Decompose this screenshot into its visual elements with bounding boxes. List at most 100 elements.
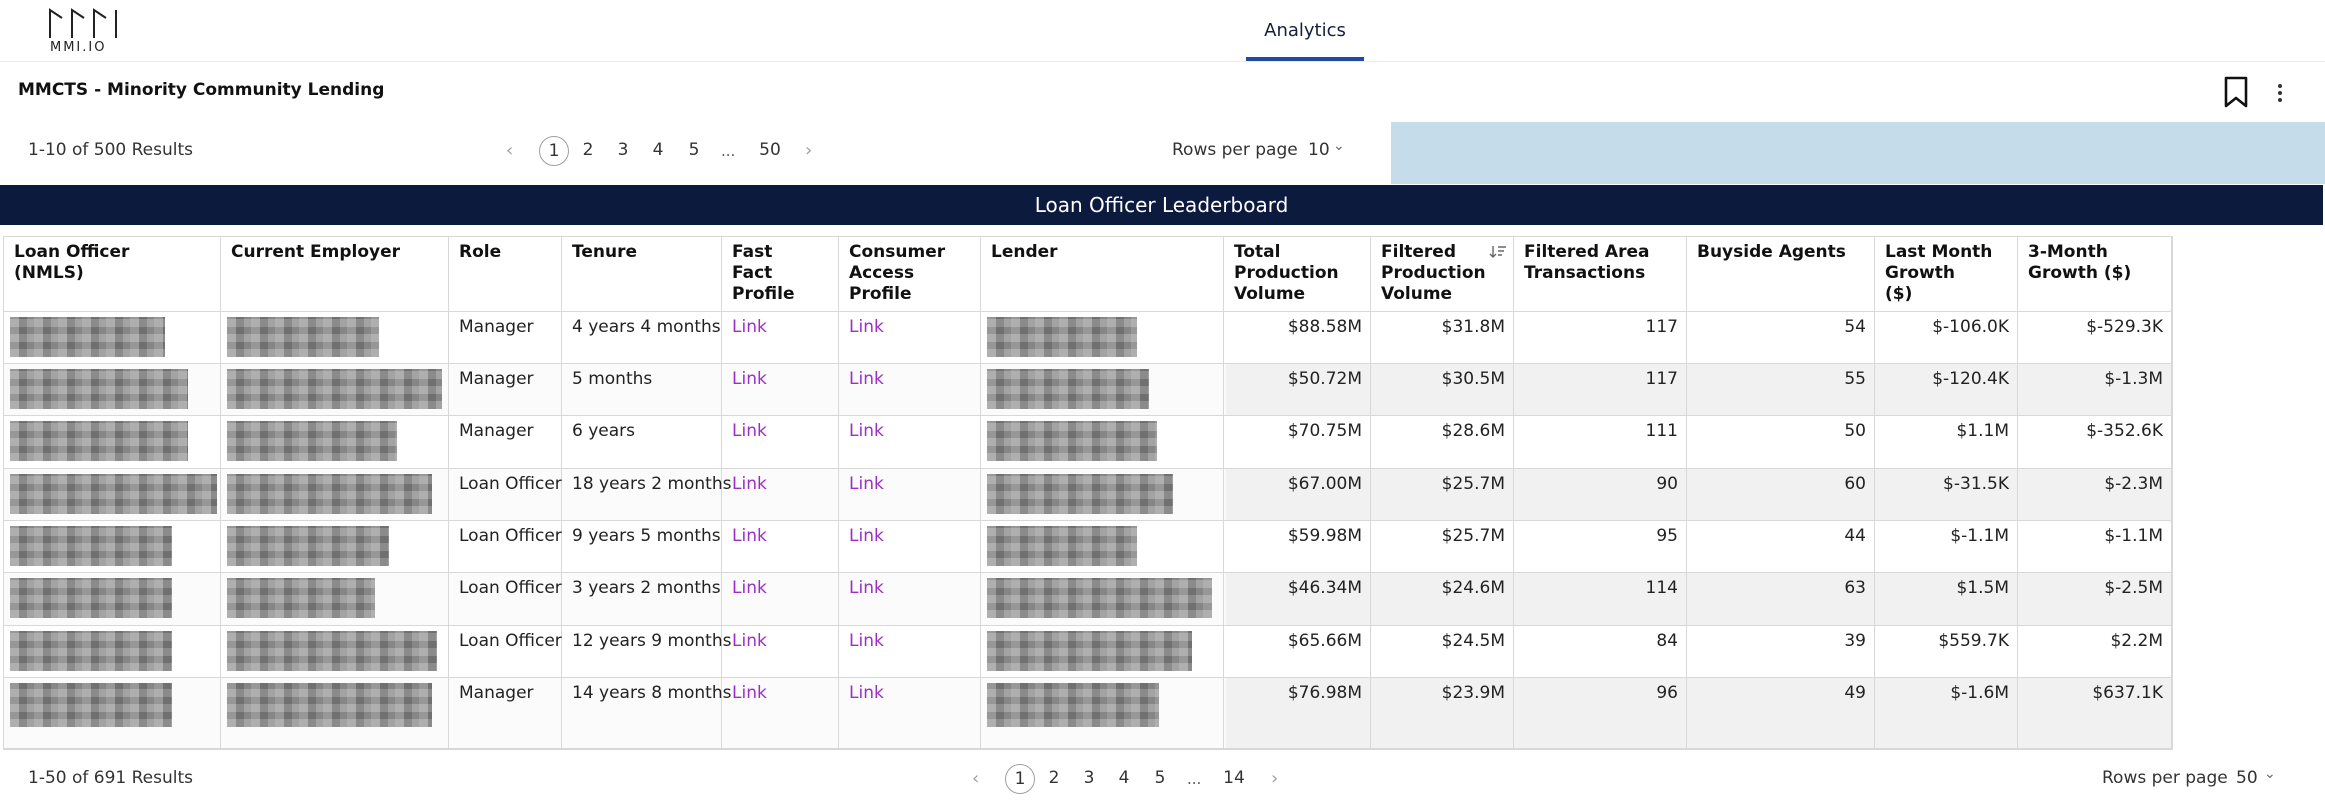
page-button[interactable]: 2 xyxy=(1048,768,1060,788)
header-tenure[interactable]: Tenure xyxy=(562,237,722,311)
cell-consumer-access[interactable]: Link xyxy=(839,312,981,363)
header-label-line: Loan Officer xyxy=(14,242,130,262)
redacted-block xyxy=(10,369,188,409)
header-label-line: Production xyxy=(1234,263,1339,283)
redacted-block xyxy=(10,526,172,566)
cell-fast-fact[interactable]: Link xyxy=(722,573,839,625)
header-total-production[interactable]: Total Production Volume xyxy=(1224,237,1371,311)
cell-filtered-transactions: 95 xyxy=(1514,521,1687,572)
header-filtered-transactions[interactable]: Filtered Area Transactions xyxy=(1514,237,1687,311)
tab-analytics[interactable]: Analytics xyxy=(1246,0,1364,62)
page-button[interactable]: 3 xyxy=(1083,768,1095,788)
cell-fast-fact[interactable]: Link xyxy=(722,312,839,363)
page-button[interactable]: 3 xyxy=(617,140,629,160)
bookmark-icon[interactable] xyxy=(2222,76,2250,108)
header-loan-officer[interactable]: Loan Officer (NMLS) xyxy=(4,237,221,311)
consumer-access-link[interactable]: Link xyxy=(849,369,884,389)
cell-consumer-access[interactable]: Link xyxy=(839,469,981,520)
header-label-line: Profile xyxy=(732,284,795,304)
consumer-access-link[interactable]: Link xyxy=(849,683,884,703)
page-button[interactable]: 14 xyxy=(1223,768,1245,788)
table-row[interactable]: Loan Officer 3 years 2 months Link Link $46.… xyxy=(4,573,2172,626)
header-role[interactable]: Role xyxy=(449,237,562,311)
table-row[interactable]: Loan Officer 9 years 5 months Link Link $59.… xyxy=(4,521,2172,573)
consumer-access-link[interactable]: Link xyxy=(849,578,884,598)
cell-consumer-access[interactable]: Link xyxy=(839,573,981,625)
cell-consumer-access[interactable]: Link xyxy=(839,521,981,572)
cell-three-month-growth: $-2.5M xyxy=(2018,573,2172,625)
cell-fast-fact[interactable]: Link xyxy=(722,416,839,468)
cell-lender xyxy=(981,312,1224,363)
header-label-line: Filtered xyxy=(1381,242,1457,262)
fast-fact-link[interactable]: Link xyxy=(732,631,767,651)
consumer-access-link[interactable]: Link xyxy=(849,421,884,441)
header-current-employer[interactable]: Current Employer xyxy=(221,237,449,311)
more-options-icon[interactable] xyxy=(2272,80,2288,106)
cell-three-month-growth: $-529.3K xyxy=(2018,312,2172,363)
consumer-access-link[interactable]: Link xyxy=(849,474,884,494)
table-row[interactable]: Loan Officer 12 years 9 months Link Link $65… xyxy=(4,626,2172,678)
table-row[interactable]: Loan Officer 18 years 2 months Link Link $67… xyxy=(4,469,2172,521)
chevron-down-icon[interactable]: ⌄ xyxy=(2264,766,2276,782)
fast-fact-link[interactable]: Link xyxy=(732,474,767,494)
cell-three-month-growth: $-2.3M xyxy=(2018,469,2172,520)
header-label-line: Profile xyxy=(849,284,912,304)
rows-per-page-select[interactable]: 50 xyxy=(2236,768,2258,788)
fast-fact-link[interactable]: Link xyxy=(732,317,767,337)
header-fast-fact[interactable]: Fast Fact Profile xyxy=(722,237,839,311)
header-label-line: Growth xyxy=(1885,263,1955,283)
fast-fact-link[interactable]: Link xyxy=(732,421,767,441)
cell-loan-officer xyxy=(4,678,221,748)
fast-fact-link[interactable]: Link xyxy=(732,369,767,389)
fast-fact-link[interactable]: Link xyxy=(732,683,767,703)
chevron-right-icon[interactable]: › xyxy=(1271,768,1279,789)
header-consumer-access[interactable]: Consumer Access Profile xyxy=(839,237,981,311)
cell-filtered-transactions: 114 xyxy=(1514,573,1687,625)
page-button[interactable]: 2 xyxy=(582,140,594,160)
fast-fact-link[interactable]: Link xyxy=(732,578,767,598)
table-row[interactable]: Manager 14 years 8 months Link Link $76.98M $… xyxy=(4,678,2172,749)
page-button[interactable]: 5 xyxy=(688,140,700,160)
page-button[interactable]: 1 xyxy=(539,136,569,166)
sort-icon[interactable] xyxy=(1489,244,1507,260)
cell-consumer-access[interactable]: Link xyxy=(839,626,981,677)
table-row[interactable]: Manager 4 years 4 months Link Link $88.58M $3… xyxy=(4,312,2172,364)
consumer-access-link[interactable]: Link xyxy=(849,526,884,546)
top-bar: MMI.IO Analytics xyxy=(0,0,2325,62)
chevron-left-icon[interactable]: ‹ xyxy=(972,768,980,789)
chevron-down-icon[interactable]: ⌄ xyxy=(1333,138,1345,154)
cell-fast-fact[interactable]: Link xyxy=(722,469,839,520)
fast-fact-link[interactable]: Link xyxy=(732,526,767,546)
redacted-block xyxy=(10,317,165,357)
cell-fast-fact[interactable]: Link xyxy=(722,678,839,748)
chevron-left-icon[interactable]: ‹ xyxy=(506,140,514,161)
page-button[interactable]: 5 xyxy=(1154,768,1166,788)
header-lender[interactable]: Lender xyxy=(981,237,1224,311)
header-three-month-growth[interactable]: 3-Month Growth ($) xyxy=(2018,237,2172,311)
cell-filtered-transactions: 111 xyxy=(1514,416,1687,468)
page-button[interactable]: 4 xyxy=(652,140,664,160)
page-button[interactable]: 1 xyxy=(1005,764,1035,794)
header-label-line: Lender xyxy=(991,242,1058,262)
cell-consumer-access[interactable]: Link xyxy=(839,364,981,415)
consumer-access-link[interactable]: Link xyxy=(849,631,884,651)
cell-consumer-access[interactable]: Link xyxy=(839,678,981,748)
mmi-logo[interactable]: MMI.IO xyxy=(44,6,134,56)
rows-per-page-label: Rows per page xyxy=(1172,140,1298,160)
cell-fast-fact[interactable]: Link xyxy=(722,626,839,677)
rows-per-page-select[interactable]: 10 xyxy=(1308,140,1330,160)
consumer-access-link[interactable]: Link xyxy=(849,317,884,337)
page-button[interactable]: 4 xyxy=(1118,768,1130,788)
header-buyside-agents[interactable]: Buyside Agents xyxy=(1687,237,1875,311)
page-button[interactable]: 50 xyxy=(759,140,781,160)
cell-current-employer xyxy=(221,364,449,415)
table-row[interactable]: Manager 5 months Link Link $50.72M $30.5M 117 5… xyxy=(4,364,2172,416)
cell-fast-fact[interactable]: Link xyxy=(722,521,839,572)
chevron-right-icon[interactable]: › xyxy=(805,140,813,161)
cell-fast-fact[interactable]: Link xyxy=(722,364,839,415)
header-filtered-production[interactable]: Filtered Production Volume xyxy=(1371,237,1514,311)
table-row[interactable]: Manager 6 years Link Link $70.75M $28.6M 111 50… xyxy=(4,416,2172,469)
header-last-month-growth[interactable]: Last Month Growth ($) xyxy=(1875,237,2018,311)
cell-consumer-access[interactable]: Link xyxy=(839,416,981,468)
logo-mark-icon xyxy=(49,8,117,38)
